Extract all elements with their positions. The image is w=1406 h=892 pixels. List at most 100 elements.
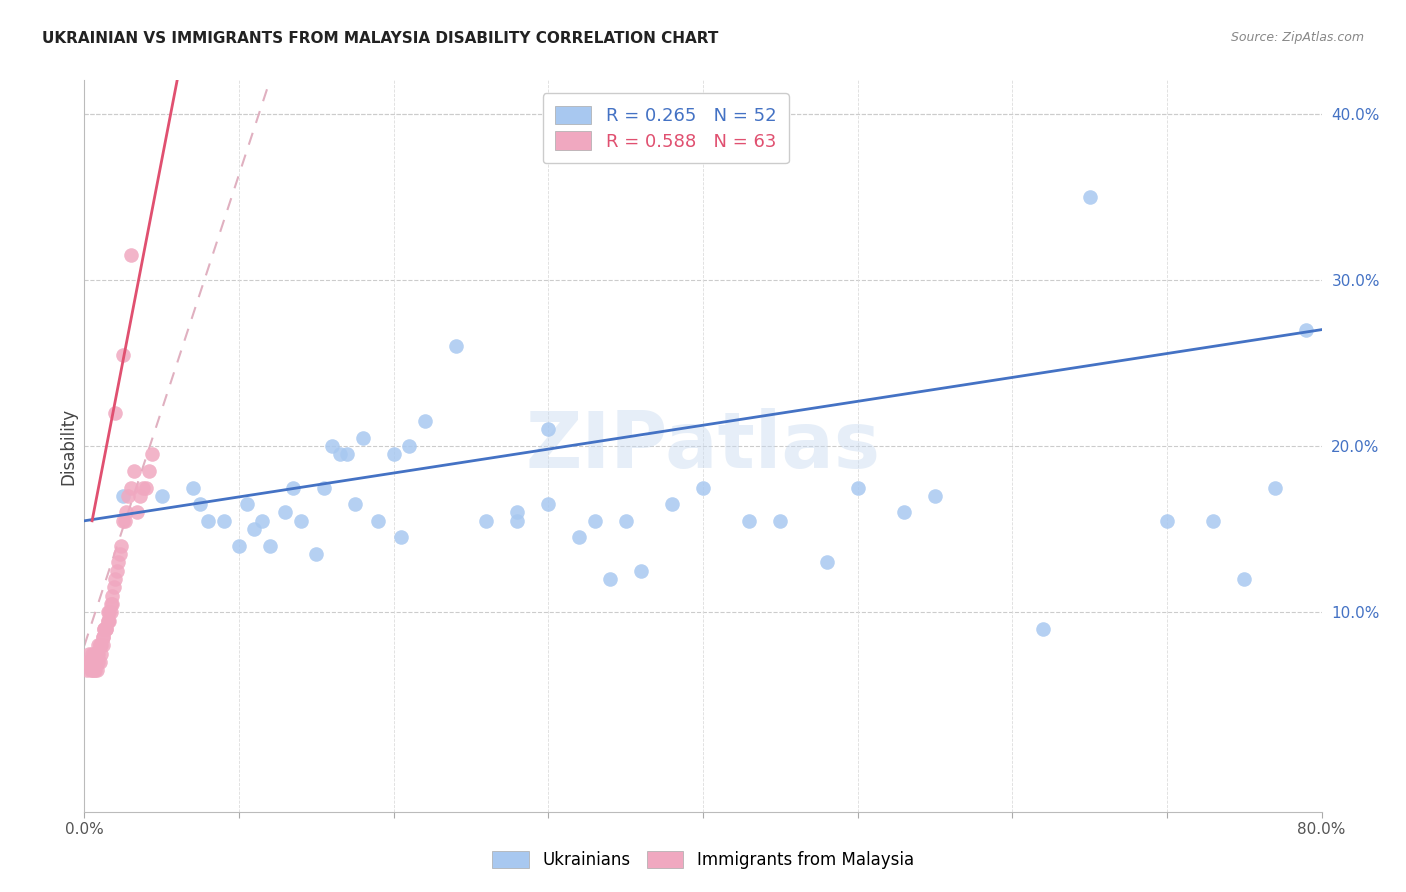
Point: [100, 605, 122, 619]
Point: [83, 664, 105, 678]
Point: [344, 497, 367, 511]
Point: [114, 514, 136, 528]
Point: [352, 431, 374, 445]
Point: [243, 522, 266, 536]
Point: [104, 406, 127, 420]
Point: [91, 639, 114, 653]
Point: [924, 489, 946, 503]
Point: [630, 564, 652, 578]
Point: [259, 539, 281, 553]
Point: [101, 589, 124, 603]
Point: [86, 647, 108, 661]
Point: [661, 497, 683, 511]
Y-axis label: Disability: Disability: [59, 408, 77, 484]
Point: [252, 514, 274, 528]
Point: [77, 655, 100, 669]
Point: [91, 630, 114, 644]
Point: [97, 614, 120, 628]
Point: [314, 481, 336, 495]
Point: [100, 597, 122, 611]
Point: [84, 647, 107, 661]
Text: ZIPatlas: ZIPatlas: [526, 408, 880, 484]
Point: [181, 481, 204, 495]
Point: [692, 481, 714, 495]
Point: [90, 639, 112, 653]
Point: [94, 622, 117, 636]
Point: [583, 514, 606, 528]
Point: [93, 622, 115, 636]
Point: [537, 497, 560, 511]
Point: [83, 647, 105, 661]
Point: [79, 655, 101, 669]
Point: [83, 655, 105, 669]
Point: [129, 489, 152, 503]
Point: [769, 514, 792, 528]
Point: [112, 514, 135, 528]
Legend: Ukrainians, Immigrants from Malaysia: Ukrainians, Immigrants from Malaysia: [482, 841, 924, 880]
Point: [82, 647, 104, 661]
Point: [614, 514, 637, 528]
Point: [1295, 323, 1317, 337]
Point: [236, 497, 259, 511]
Point: [537, 422, 560, 436]
Point: [82, 655, 104, 669]
Point: [506, 506, 529, 520]
Point: [98, 605, 121, 619]
Point: [336, 447, 359, 461]
Point: [98, 614, 121, 628]
Point: [444, 339, 467, 353]
Point: [101, 597, 124, 611]
Point: [321, 439, 343, 453]
Point: [107, 555, 129, 569]
Point: [197, 514, 219, 528]
Point: [84, 655, 107, 669]
Point: [188, 497, 212, 511]
Point: [212, 514, 235, 528]
Point: [1202, 514, 1225, 528]
Point: [1264, 481, 1286, 495]
Point: [112, 489, 135, 503]
Point: [290, 514, 312, 528]
Point: [76, 655, 98, 669]
Point: [97, 614, 120, 628]
Point: [82, 664, 104, 678]
Point: [274, 506, 297, 520]
Point: [120, 248, 142, 262]
Point: [77, 647, 100, 661]
Point: [115, 506, 138, 520]
Point: [738, 514, 761, 528]
Point: [91, 630, 114, 644]
Point: [87, 647, 110, 661]
Point: [89, 639, 111, 653]
Point: [475, 514, 498, 528]
Point: [599, 572, 621, 586]
Point: [105, 564, 128, 578]
Point: [1032, 622, 1054, 636]
Point: [86, 664, 108, 678]
Point: [506, 514, 529, 528]
Legend: R = 0.265   N = 52, R = 0.588   N = 63: R = 0.265 N = 52, R = 0.588 N = 63: [543, 93, 789, 163]
Point: [138, 464, 160, 478]
Point: [79, 664, 101, 678]
Point: [135, 481, 157, 495]
Point: [846, 481, 869, 495]
Point: [125, 506, 148, 520]
Point: [89, 655, 111, 669]
Point: [90, 647, 112, 661]
Text: Source: ZipAtlas.com: Source: ZipAtlas.com: [1230, 31, 1364, 45]
Point: [815, 555, 838, 569]
Point: [1233, 572, 1256, 586]
Point: [104, 572, 127, 586]
Point: [108, 547, 131, 561]
Point: [87, 639, 110, 653]
Point: [122, 464, 145, 478]
Point: [87, 655, 110, 669]
Point: [391, 530, 413, 544]
Text: UKRAINIAN VS IMMIGRANTS FROM MALAYSIA DISABILITY CORRELATION CHART: UKRAINIAN VS IMMIGRANTS FROM MALAYSIA DI…: [42, 31, 718, 46]
Point: [86, 647, 108, 661]
Point: [112, 347, 135, 362]
Point: [413, 414, 436, 428]
Point: [228, 539, 250, 553]
Point: [93, 622, 115, 636]
Point: [141, 447, 163, 461]
